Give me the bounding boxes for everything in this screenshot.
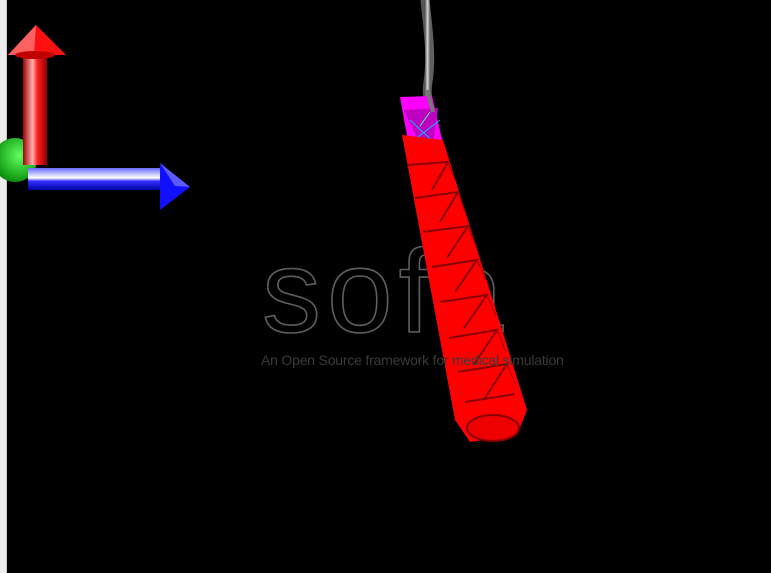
- sofa-tagline: An Open Source framework for medical sim…: [261, 352, 564, 368]
- x-axis-arrow-icon: [28, 163, 190, 210]
- axes-gizmo: [0, 25, 190, 210]
- window-left-border: [0, 0, 7, 573]
- y-axis-arrow-icon: [8, 25, 66, 165]
- cable-attachment: [425, 89, 435, 113]
- segmented-beam: [400, 89, 527, 442]
